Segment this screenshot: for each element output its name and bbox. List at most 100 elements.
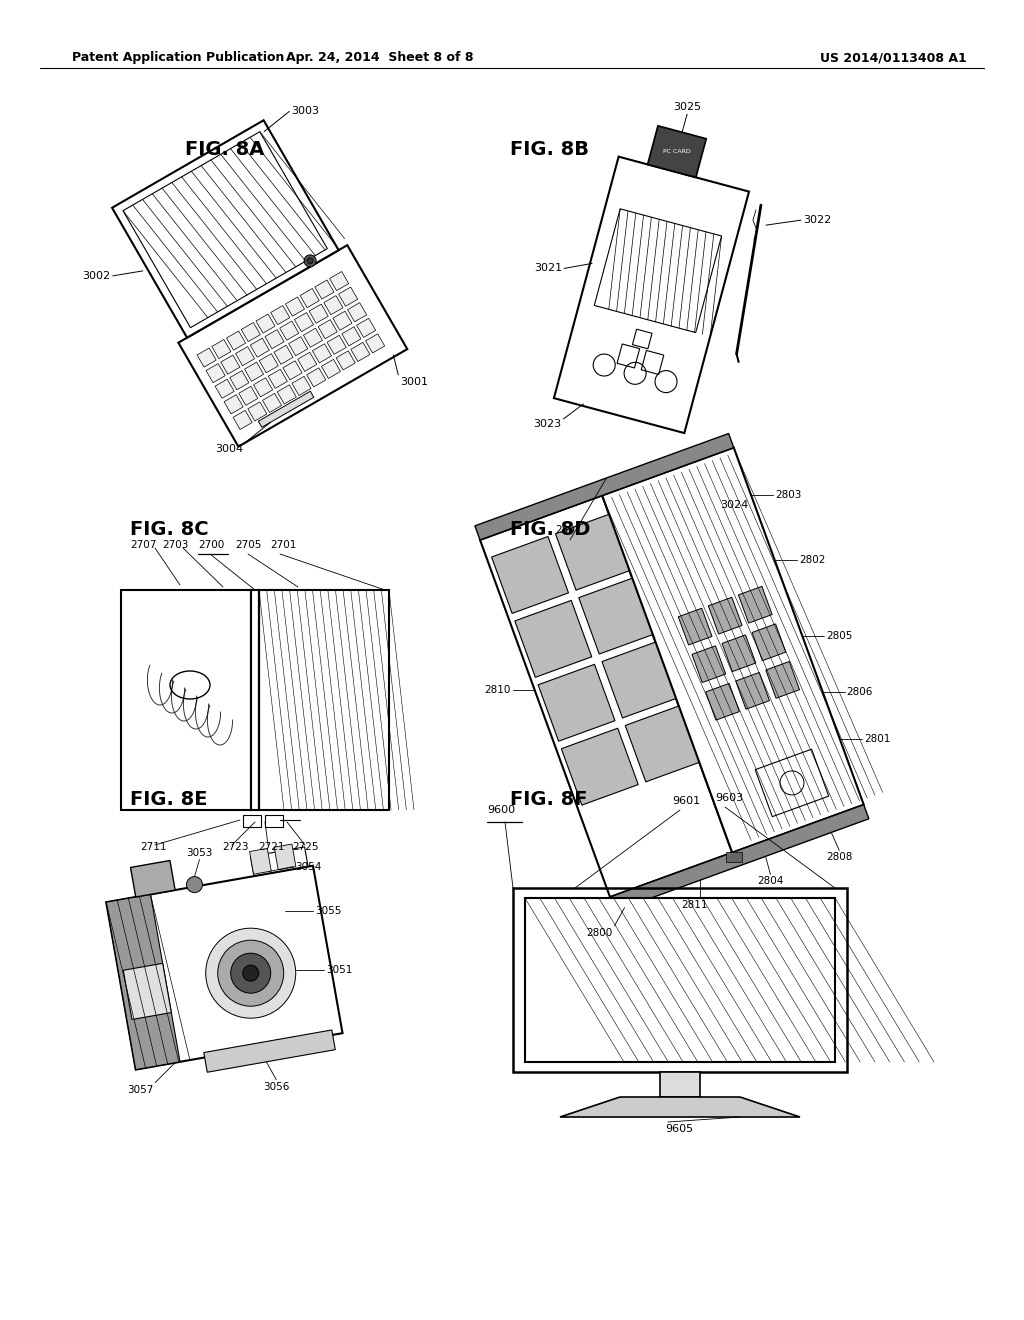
Polygon shape	[626, 705, 702, 781]
Text: 2707: 2707	[130, 540, 157, 550]
Text: 9601: 9601	[672, 796, 700, 807]
Bar	[121, 590, 251, 810]
Polygon shape	[554, 157, 749, 433]
Bar	[726, 853, 741, 862]
Text: 2808: 2808	[826, 853, 852, 862]
Text: 2705: 2705	[234, 540, 261, 550]
Polygon shape	[735, 672, 769, 709]
Polygon shape	[339, 286, 357, 306]
Text: 2703: 2703	[162, 540, 188, 550]
Bar	[251, 590, 259, 810]
Polygon shape	[106, 866, 342, 1069]
Text: Patent Application Publication: Patent Application Publication	[72, 51, 285, 65]
Polygon shape	[250, 338, 269, 358]
Text: 3051: 3051	[326, 965, 352, 975]
Polygon shape	[256, 314, 275, 333]
Polygon shape	[212, 339, 230, 359]
Polygon shape	[318, 319, 337, 339]
Polygon shape	[294, 313, 313, 331]
Polygon shape	[336, 351, 355, 370]
Text: 3054: 3054	[295, 862, 322, 871]
Text: 2802: 2802	[799, 556, 825, 565]
Polygon shape	[224, 395, 243, 414]
Polygon shape	[303, 329, 323, 347]
Text: 3057: 3057	[127, 1085, 154, 1094]
Text: FIG. 8C: FIG. 8C	[130, 520, 209, 539]
Polygon shape	[333, 312, 352, 330]
Text: 2721: 2721	[258, 842, 285, 851]
Text: Apr. 24, 2014  Sheet 8 of 8: Apr. 24, 2014 Sheet 8 of 8	[287, 51, 474, 65]
Polygon shape	[555, 513, 633, 590]
Polygon shape	[579, 577, 655, 653]
Polygon shape	[283, 360, 302, 380]
Text: 9603: 9603	[715, 793, 743, 803]
Polygon shape	[660, 1072, 700, 1097]
Polygon shape	[112, 120, 339, 338]
Polygon shape	[130, 861, 175, 898]
Polygon shape	[561, 729, 638, 805]
Text: 3001: 3001	[400, 378, 428, 387]
Circle shape	[230, 953, 270, 993]
Text: 2811: 2811	[681, 900, 708, 911]
Text: 2803: 2803	[775, 490, 801, 499]
Text: 2801: 2801	[864, 734, 890, 744]
Ellipse shape	[170, 671, 210, 700]
Polygon shape	[250, 849, 271, 874]
Circle shape	[206, 928, 296, 1018]
Polygon shape	[226, 331, 246, 350]
Polygon shape	[204, 1030, 335, 1072]
Polygon shape	[233, 411, 252, 429]
Circle shape	[218, 940, 284, 1006]
Text: 2723: 2723	[222, 842, 249, 851]
Text: 3003: 3003	[291, 107, 319, 116]
Polygon shape	[258, 391, 313, 428]
Bar	[243, 814, 261, 828]
Polygon shape	[515, 601, 592, 677]
Polygon shape	[330, 272, 349, 290]
Text: 3004: 3004	[215, 445, 244, 454]
Text: FIG. 8A: FIG. 8A	[185, 140, 264, 158]
Text: 9605: 9605	[665, 1125, 693, 1134]
Polygon shape	[292, 376, 311, 396]
Text: PC CARD: PC CARD	[664, 149, 691, 154]
Text: FIG. 8E: FIG. 8E	[130, 789, 208, 809]
Bar	[265, 814, 283, 828]
Polygon shape	[706, 684, 739, 721]
Circle shape	[307, 257, 313, 264]
Polygon shape	[268, 370, 288, 388]
Polygon shape	[678, 609, 712, 645]
Text: 2800: 2800	[587, 928, 612, 937]
Text: 2700: 2700	[198, 540, 224, 550]
Polygon shape	[265, 330, 284, 348]
Polygon shape	[306, 368, 326, 387]
Circle shape	[243, 965, 259, 981]
Polygon shape	[286, 297, 304, 315]
Polygon shape	[560, 1097, 800, 1117]
Polygon shape	[356, 318, 376, 338]
Polygon shape	[245, 362, 263, 381]
Polygon shape	[752, 624, 785, 661]
Polygon shape	[106, 895, 180, 1069]
Polygon shape	[215, 379, 234, 399]
Polygon shape	[254, 378, 272, 397]
Polygon shape	[229, 371, 249, 389]
Polygon shape	[300, 289, 319, 308]
Text: 2804: 2804	[758, 876, 783, 887]
Polygon shape	[309, 304, 329, 323]
Polygon shape	[351, 342, 370, 362]
Polygon shape	[322, 359, 341, 379]
Text: 2805: 2805	[826, 631, 853, 640]
Polygon shape	[280, 321, 299, 341]
Polygon shape	[709, 597, 742, 634]
Polygon shape	[242, 322, 260, 342]
Polygon shape	[262, 393, 282, 412]
Polygon shape	[314, 280, 334, 300]
Text: 9600: 9600	[487, 805, 515, 814]
Text: FIG. 8B: FIG. 8B	[510, 140, 589, 158]
Text: 3021: 3021	[534, 264, 562, 273]
Text: 2711: 2711	[140, 842, 167, 851]
Polygon shape	[475, 433, 734, 540]
Polygon shape	[259, 354, 279, 372]
Text: 3025: 3025	[673, 102, 701, 112]
Polygon shape	[123, 964, 171, 1019]
